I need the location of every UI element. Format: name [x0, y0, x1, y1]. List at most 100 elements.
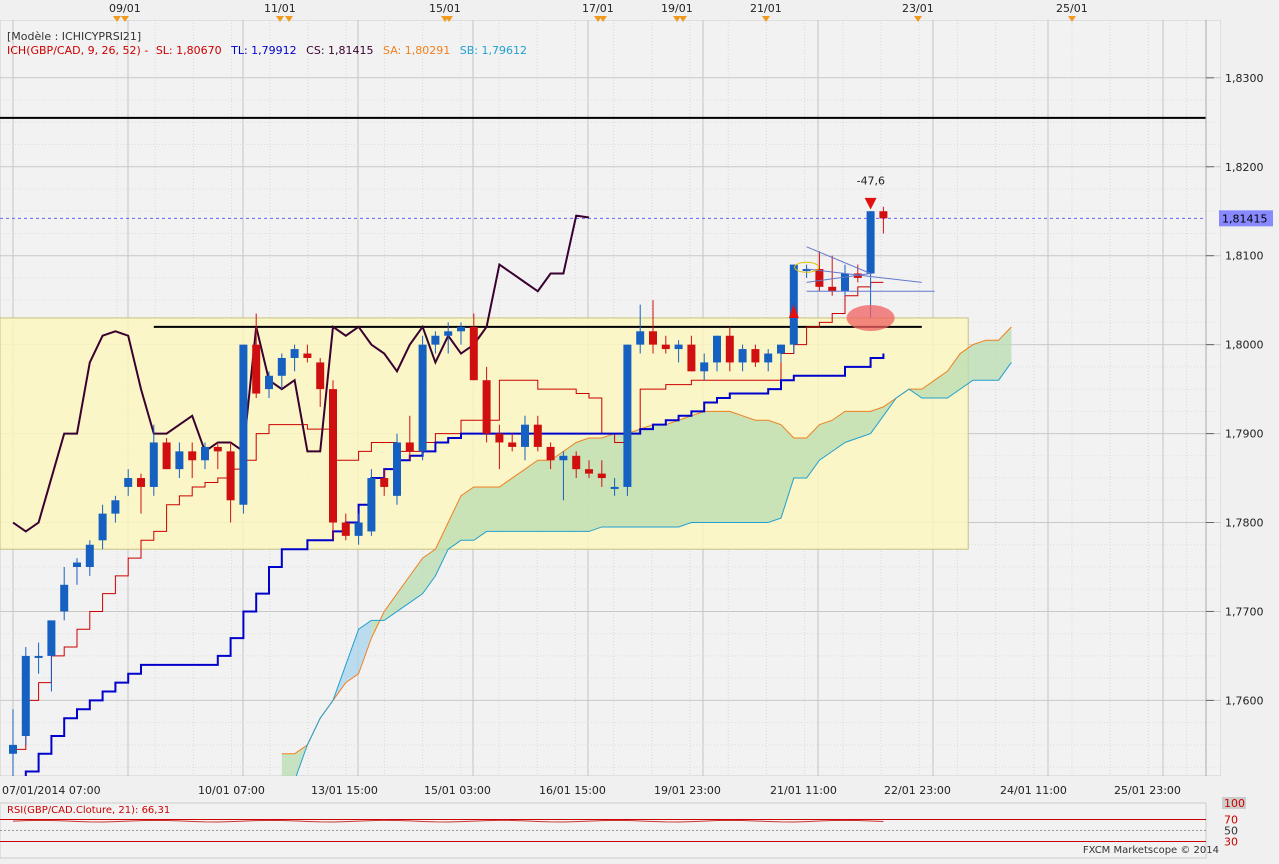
sell-arrow-icon: [864, 197, 877, 210]
bottom-date-label: 19/01 23:00: [654, 784, 721, 797]
event-marker-icon: [914, 16, 922, 22]
candle-bear: [137, 478, 145, 487]
rsi-label: RSI(GBP/CAD.Cloture, 21): 66,31: [7, 805, 171, 816]
bottom-date-label: 22/01 23:00: [884, 784, 951, 797]
top-date-label: 25/01: [1056, 2, 1088, 15]
candle-bull: [111, 500, 120, 514]
candle-bull: [764, 353, 773, 363]
candle-bull: [521, 424, 529, 447]
candle-bear: [303, 353, 312, 358]
bottom-date-label: 16/01 15:00: [539, 784, 606, 797]
candle-bull: [431, 335, 440, 345]
candle-bear: [879, 211, 888, 219]
chikou-line: [12, 214, 590, 533]
triangle-pattern: [806, 246, 873, 283]
triangle-line: [806, 268, 922, 283]
rsi-line: [12, 819, 884, 823]
rsi-tick-label: 70: [1224, 814, 1238, 827]
senkou-a-line: [281, 326, 1012, 755]
bottom-date-label: 25/01 23:00: [1114, 784, 1181, 797]
indicator-name: ICH(GBP/CAD, 9, 26, 52) -: [7, 44, 149, 57]
candle-bear: [585, 469, 593, 474]
candle-bull: [841, 273, 849, 292]
bottom-date-label: 24/01 11:00: [1000, 784, 1067, 797]
rsi-tick-bg: [1222, 813, 1246, 826]
candle-bull: [9, 744, 17, 754]
top-date-label: 09/01: [109, 2, 141, 15]
candle-bear: [687, 344, 696, 372]
top-date-label: 21/01: [750, 2, 782, 15]
current-price-label: 1,81415: [1222, 212, 1268, 225]
event-marker-icon: [285, 16, 293, 22]
model-label: [Modèle : ICHICYPRSI21]: [7, 30, 142, 43]
candle-bull: [674, 344, 683, 350]
candle-bear: [482, 380, 491, 434]
candle-bull: [239, 344, 248, 505]
candle-bear: [405, 442, 414, 452]
candle-bull: [47, 620, 56, 656]
candle-bull: [290, 349, 299, 358]
candle-bull: [98, 513, 107, 541]
rsi-tick-bg: [1222, 824, 1246, 837]
candle-bear: [495, 433, 504, 443]
event-marker-icon: [276, 16, 284, 22]
tl-value: TL: 1,79912: [231, 44, 297, 57]
rsi-tick-bg: [1222, 835, 1246, 848]
bottom-date-label: 07/01/2014 07:00: [2, 784, 101, 797]
event-marker-icon: [445, 16, 453, 22]
rsi-tick-label: 50: [1224, 825, 1238, 838]
highlight-ellipse: [794, 261, 820, 273]
top-date-label: 15/01: [429, 2, 461, 15]
top-date-label: 17/01: [582, 2, 614, 15]
event-marker-icon: [762, 16, 770, 22]
price-tick-label: 1,7800: [1225, 517, 1264, 530]
candle-bull: [418, 344, 427, 452]
cs-value: CS: 1,81415: [306, 44, 374, 57]
candle-bull: [354, 522, 363, 536]
bottom-date-label: 15/01 03:00: [424, 784, 491, 797]
rsi-tick-label: 100: [1224, 797, 1245, 810]
candle-bull: [866, 211, 875, 274]
candle-bull: [73, 562, 81, 567]
candle-bull: [60, 584, 69, 612]
senkou-b-line: [295, 362, 1012, 776]
candle-bull: [149, 442, 158, 487]
candle-bull: [636, 331, 645, 345]
candle-bear: [380, 478, 389, 487]
price-tick-label: 1,8100: [1225, 250, 1264, 263]
candle-bull: [367, 478, 376, 532]
price-tick-label: 1,7600: [1225, 694, 1264, 707]
candle-bull: [713, 335, 721, 363]
kumo-bull: [371, 326, 1012, 639]
candle-bear: [188, 451, 197, 461]
candle-bear: [316, 362, 325, 390]
bottom-date-label: 10/01 07:00: [198, 784, 265, 797]
annotation-label: -47,6: [857, 175, 885, 188]
rsi-tick-bg: [1222, 797, 1246, 809]
price-tick-label: 1,8300: [1225, 72, 1264, 85]
candle-bull: [21, 655, 30, 736]
candle-bull: [201, 446, 209, 461]
candle-bull: [559, 455, 568, 461]
candle-bull: [124, 478, 133, 487]
candle-bear: [329, 389, 337, 523]
top-date-label: 23/01: [902, 2, 934, 15]
sb-value: SB: 1,79612: [459, 44, 527, 57]
price-tick-label: 1,8200: [1225, 161, 1264, 174]
candle-bear: [252, 344, 261, 394]
candle-bull: [85, 544, 94, 567]
candle-bull: [610, 486, 619, 489]
event-marker-icon: [599, 16, 607, 22]
top-date-label: 19/01: [661, 2, 693, 15]
candle-bear: [725, 335, 734, 363]
candle-bear: [661, 344, 670, 350]
top-axis: [0, 0, 1279, 20]
candle-bear: [162, 442, 171, 470]
candle-bull: [738, 349, 747, 363]
signal-ellipse: [846, 304, 895, 331]
buy-arrow-icon: [788, 304, 799, 318]
candle-bull: [175, 451, 184, 470]
bottom-date-label: 21/01 11:00: [770, 784, 837, 797]
